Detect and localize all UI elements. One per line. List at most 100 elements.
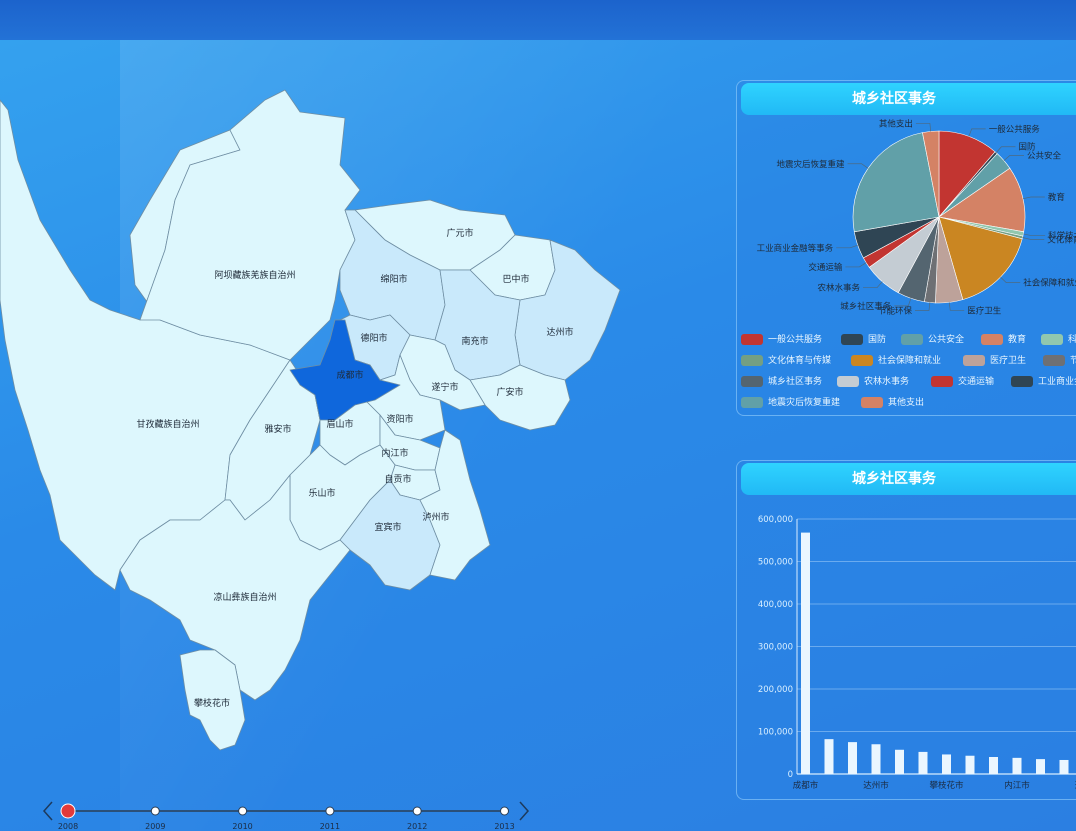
legend-item[interactable]: 其他支出 — [861, 394, 924, 412]
legend-item[interactable]: 农林水事务 — [837, 373, 909, 391]
bar-mark[interactable] — [871, 744, 881, 774]
legend-item[interactable]: 社会保障和就业 — [851, 352, 941, 370]
legend-swatch — [1041, 334, 1063, 345]
pie-slice-label: 医疗卫生 — [967, 305, 1002, 316]
legend-swatch — [963, 355, 985, 366]
year-timeline: 2008 2009 2010 2011 2012 2013 — [42, 801, 530, 831]
legend-item[interactable]: 一般公共服务 — [741, 331, 822, 349]
pie-slice[interactable] — [938, 216, 1023, 301]
map-region-label: 巴中市 — [502, 273, 529, 285]
timeline-year-label: 2012 — [407, 822, 427, 831]
bar-panel-title: 城乡社区事务 — [741, 463, 1076, 495]
pie-label-line — [1000, 276, 1021, 284]
bar-x-tick-label: 成都市 — [793, 780, 819, 791]
pie-label-line — [863, 281, 883, 289]
legend-label: 医疗卫生 — [990, 356, 1027, 366]
legend-label: 社会保障和就业 — [878, 356, 942, 366]
bar-mark[interactable] — [895, 749, 904, 774]
pie-label-line — [1023, 233, 1046, 236]
legend-item[interactable]: 科学技术 — [1041, 331, 1076, 349]
pie-slice-label: 国防 — [1018, 142, 1036, 153]
legend-swatch — [841, 334, 863, 345]
pie-label-line — [845, 262, 867, 268]
timeline-node[interactable] — [325, 806, 335, 816]
bar-mark[interactable] — [1059, 759, 1069, 774]
legend-item[interactable]: 工业商业金融等事务 — [1011, 373, 1076, 391]
bar-mark[interactable] — [801, 532, 810, 774]
legend-item[interactable]: 交通运输 — [931, 373, 994, 391]
bar-y-tick-label: 100,000 — [758, 728, 793, 738]
legend-item[interactable]: 节能环保 — [1043, 352, 1076, 370]
pie-slice-label: 城乡社区事务 — [840, 301, 892, 312]
map-region-label: 自贡市 — [384, 473, 411, 485]
timeline-node[interactable] — [150, 806, 160, 816]
legend-item[interactable]: 教育 — [981, 331, 1026, 349]
legend-label: 交通运输 — [958, 377, 995, 387]
bar-y-tick-label: 600,000 — [758, 515, 793, 525]
map-region-label: 阿坝藏族羌族自治州 — [214, 269, 295, 281]
legend-swatch — [741, 355, 763, 366]
pie-label-line — [836, 244, 858, 249]
legend-label: 节能环保 — [1070, 356, 1076, 366]
map-region-label: 攀枝花市 — [194, 697, 230, 709]
pie-label-line — [948, 302, 965, 311]
bar-mark[interactable] — [848, 742, 857, 774]
map-region-chengdu[interactable] — [289, 319, 401, 421]
map-region-panzhihua[interactable] — [179, 649, 246, 751]
bar-mark[interactable] — [989, 757, 998, 774]
legend-label: 工业商业金融等事务 — [1038, 377, 1076, 387]
pie-slice[interactable] — [922, 130, 940, 218]
legend-item[interactable]: 文化体育与传媒 — [741, 352, 831, 370]
map-region-label: 眉山市 — [326, 418, 353, 430]
timeline-node[interactable] — [412, 806, 422, 816]
bar-y-tick-label: 200,000 — [758, 685, 793, 695]
map-region-guangan[interactable] — [469, 364, 571, 431]
legend-swatch — [981, 334, 1003, 345]
pie-label-line — [968, 128, 986, 137]
timeline-year-label: 2011 — [320, 822, 340, 831]
bar-mark[interactable] — [1012, 757, 1022, 774]
pie-slice[interactable] — [938, 167, 1026, 233]
map-region-label: 绵阳市 — [380, 273, 407, 285]
timeline-node[interactable] — [500, 806, 509, 816]
map-region-label: 成都市 — [336, 369, 363, 381]
pie-slice[interactable] — [852, 132, 940, 233]
map-region-label: 内江市 — [381, 447, 408, 459]
legend-row: 地震灾后恢复重建 其他支出 — [741, 394, 1076, 415]
map-region-label: 达州市 — [546, 326, 573, 338]
timeline-year-label: 2013 — [494, 822, 514, 831]
legend-item[interactable]: 医疗卫生 — [963, 352, 1026, 370]
map-region-liangshan[interactable] — [119, 474, 351, 701]
map-region-label: 乐山市 — [308, 487, 335, 499]
timeline-node[interactable] — [238, 806, 248, 816]
bar-y-tick-label: 0 — [788, 770, 793, 780]
bar-mark[interactable] — [918, 751, 928, 774]
legend-label: 科学技术 — [1068, 335, 1076, 345]
map-region-label: 甘孜藏族自治州 — [136, 418, 199, 430]
legend-label: 教育 — [1008, 335, 1027, 345]
legend-swatch — [741, 376, 763, 387]
bar-mark[interactable] — [1036, 759, 1045, 774]
map-region-label: 资阳市 — [386, 413, 413, 425]
timeline-node-active[interactable] — [60, 803, 76, 819]
bar-mark[interactable] — [942, 754, 951, 774]
map-region-luzhou[interactable] — [419, 429, 491, 581]
map-region-label: 凉山彝族自治州 — [213, 591, 276, 603]
legend-item[interactable]: 国防 — [841, 331, 886, 349]
timeline-prev-button[interactable] — [42, 801, 53, 821]
legend-label: 城乡社区事务 — [768, 377, 823, 387]
bar-mark[interactable] — [965, 755, 975, 774]
legend-item[interactable]: 地震灾后恢复重建 — [741, 394, 840, 412]
legend-item[interactable]: 公共安全 — [901, 331, 964, 349]
map-regions — [0, 89, 621, 751]
pie-slice-label: 科学技术 — [1048, 231, 1076, 242]
pie-slice-label: 社会保障和就业 — [1023, 278, 1076, 289]
map-region-aba[interactable] — [139, 89, 361, 361]
bar-mark[interactable] — [824, 739, 834, 774]
pie-label-line — [915, 302, 931, 311]
pie-slice-label: 工业商业金融等事务 — [757, 243, 834, 254]
timeline-next-button[interactable] — [519, 801, 530, 821]
legend-item[interactable]: 城乡社区事务 — [741, 373, 822, 391]
